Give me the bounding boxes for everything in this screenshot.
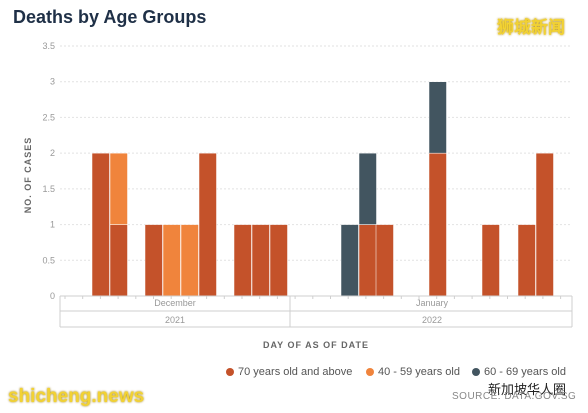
watermark-bottom-right: 新加坡华人圈: [488, 382, 567, 397]
bar-segment[interactable]: [91, 152, 110, 297]
bar-segment[interactable]: [481, 224, 500, 297]
legend-dot-60-69: [472, 368, 480, 377]
x-axis: December January 2021 2022: [59, 295, 573, 328]
legend-dot-40-59: [366, 368, 374, 377]
bar-segment[interactable]: [535, 152, 554, 297]
legend-label-40-59: 40 - 59 years old: [378, 366, 460, 378]
legend-item-40-59[interactable]: 40 - 59 years old: [366, 366, 460, 378]
x-year-label: 2022: [422, 315, 442, 325]
legend-label-60-69: 60 - 69 years old: [484, 366, 566, 378]
y-tick-label: 1: [50, 220, 55, 230]
y-tick-label: 3: [50, 77, 55, 87]
x-axis-title: DAY OF AS OF DATE: [263, 340, 369, 350]
bar-segment[interactable]: [144, 224, 163, 297]
bar-segment[interactable]: [428, 81, 447, 154]
bar-segment[interactable]: [198, 152, 217, 297]
bar-segment[interactable]: [340, 224, 359, 297]
bar-segment[interactable]: [251, 224, 270, 297]
x-month-label: January: [416, 298, 449, 308]
x-year-label: 2021: [165, 315, 185, 325]
y-tick-label: 1.5: [42, 184, 55, 194]
y-tick-label: 2.5: [42, 112, 55, 122]
watermark-bottom: shicheng.news: [8, 386, 145, 407]
chart-title: Deaths by Age Groups: [13, 7, 207, 27]
bar-segment[interactable]: [269, 224, 288, 297]
legend-dot-70-plus: [226, 368, 234, 377]
legend-item-60-69[interactable]: 60 - 69 years old: [472, 366, 566, 378]
bar-segment[interactable]: [109, 224, 128, 297]
y-axis-title: NO. OF CASES: [23, 137, 33, 214]
y-tick-label: 2: [50, 148, 55, 158]
y-tick-labels: 0 0.5 1 1.5 2 2.5 3 3.5: [42, 41, 55, 301]
y-tick-label: 0.5: [42, 255, 55, 265]
bar-segment[interactable]: [162, 224, 181, 297]
bar-segment[interactable]: [517, 224, 536, 297]
legend-label-70-plus: 70 years old and above: [238, 366, 353, 378]
y-tick-label: 3.5: [42, 41, 55, 51]
bar-segment[interactable]: [180, 224, 199, 297]
bars: [91, 81, 554, 297]
source-label: SOURCE: DATA.GOV.SG: [452, 391, 577, 402]
x-month-label: December: [154, 298, 196, 308]
bar-segment[interactable]: [358, 152, 377, 225]
legend-item-70-plus[interactable]: 70 years old and above: [226, 366, 352, 378]
bar-segment[interactable]: [358, 224, 377, 297]
bar-segment[interactable]: [428, 152, 447, 297]
bar-segment[interactable]: [233, 224, 252, 297]
y-tick-label: 0: [50, 291, 55, 301]
bar-segment[interactable]: [375, 224, 394, 297]
legend: 70 years old and above 40 - 59 years old…: [0, 366, 588, 380]
watermark-top: 狮城新闻: [497, 18, 565, 37]
bar-segment[interactable]: [109, 152, 128, 225]
